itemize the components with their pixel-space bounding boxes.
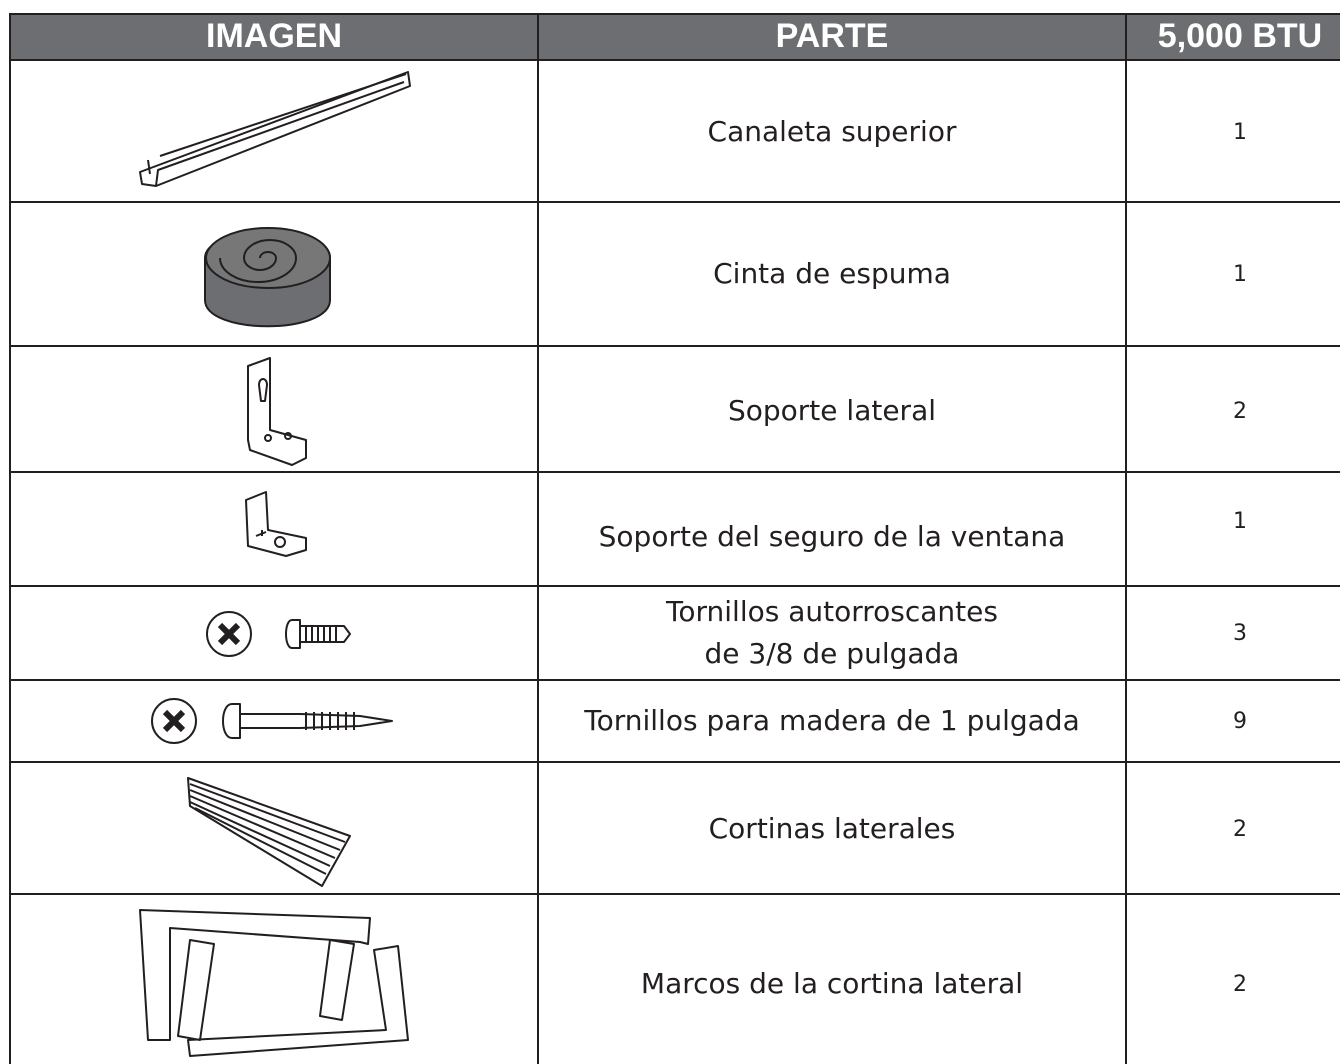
channel-icon (139, 71, 411, 187)
part-name: de 3/8 de pulgada (705, 637, 960, 670)
part-name: Soporte del seguro de la ventana (599, 520, 1066, 553)
quantity: 2 (1233, 972, 1247, 997)
quantity: 9 (1233, 709, 1247, 734)
part-name: Cortinas laterales (709, 812, 956, 845)
header-cell: IMAGEN (206, 17, 342, 55)
quantity: 1 (1233, 120, 1247, 145)
quantity: 2 (1233, 399, 1247, 424)
quantity: 3 (1233, 621, 1247, 646)
frame-icon (139, 909, 409, 1057)
part-name: Canaleta superior (708, 115, 957, 148)
quantity: 1 (1233, 509, 1247, 534)
header-cell: 5,000 BTU (1158, 17, 1322, 55)
part-name: Tornillos autorroscantes (665, 595, 998, 628)
quantity: 2 (1233, 817, 1247, 842)
table-grid (9, 14, 1340, 1064)
part-name: Marcos de la cortina lateral (641, 967, 1023, 1000)
quantity: 1 (1233, 262, 1247, 287)
header-row (9, 13, 1340, 61)
wood-screw-icon (151, 698, 393, 744)
lock-bracket-icon (245, 491, 307, 557)
part-name: Soporte lateral (728, 394, 936, 427)
screw-small-icon (206, 611, 351, 657)
part-name: Cinta de espuma (713, 257, 951, 290)
header-cell: PARTE (776, 17, 889, 55)
part-name: Tornillos para madera de 1 pulgada (583, 704, 1079, 737)
side-bracket-icon (247, 357, 307, 466)
foam-icon (204, 227, 331, 328)
curtain-icon (187, 777, 351, 887)
